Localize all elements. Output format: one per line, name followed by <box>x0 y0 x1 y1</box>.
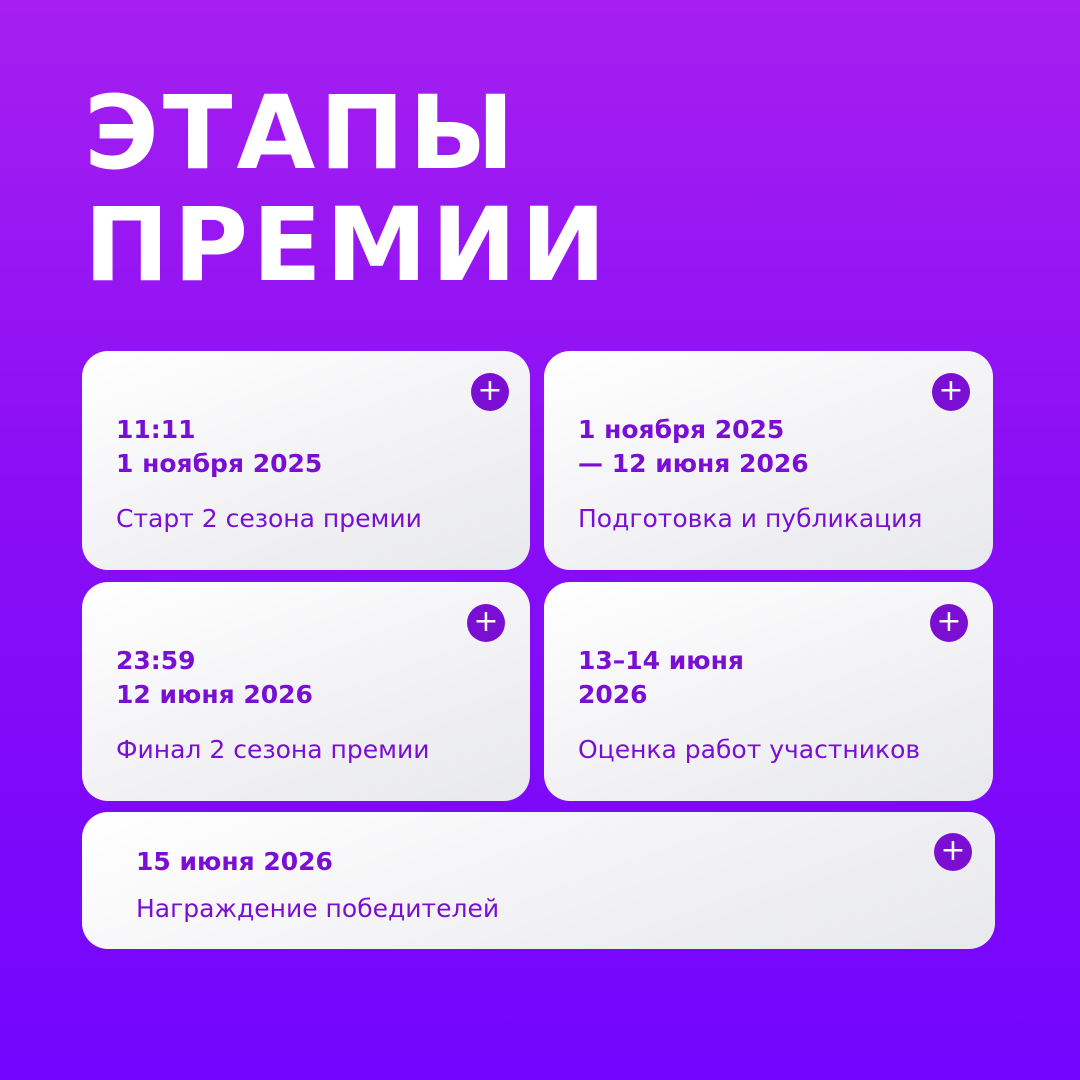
stage-description: Награждение победителей <box>136 894 500 923</box>
stage-description: Подготовка и публикация <box>578 504 923 533</box>
stage-card-3[interactable]: + 23:59 12 июня 2026 Финал 2 сезона прем… <box>82 582 530 801</box>
stage-date: 11:11 1 ноября 2025 <box>116 415 323 478</box>
stage-description: Финал 2 сезона премии <box>116 735 430 764</box>
stage-date: 23:59 12 июня 2026 <box>116 646 313 709</box>
plus-icon[interactable]: + <box>467 604 505 642</box>
plus-icon[interactable]: + <box>471 373 509 411</box>
stage-card-2[interactable]: + 1 ноября 2025 — 12 июня 2026 Подготовк… <box>544 351 993 570</box>
page-title: ЭТАПЫ ПРЕМИИ <box>84 78 610 302</box>
stage-date: 1 ноября 2025 — 12 июня 2026 <box>578 415 809 478</box>
stage-card-1[interactable]: + 11:11 1 ноября 2025 Старт 2 сезона пре… <box>82 351 530 570</box>
title-line-1: ЭТАПЫ <box>84 74 519 193</box>
stage-card-4[interactable]: + 13–14 июня 2026 Оценка работ участнико… <box>544 582 993 801</box>
title-line-2: ПРЕМИИ <box>84 186 611 305</box>
stage-date: 13–14 июня 2026 <box>578 646 744 709</box>
stage-card-5[interactable]: + 15 июня 2026 Награждение победителей <box>82 812 995 949</box>
stage-description: Старт 2 сезона премии <box>116 504 422 533</box>
plus-icon[interactable]: + <box>934 833 972 871</box>
plus-icon[interactable]: + <box>930 604 968 642</box>
stage-date: 15 июня 2026 <box>136 847 333 876</box>
stage-description: Оценка работ участников <box>578 735 921 764</box>
plus-icon[interactable]: + <box>932 373 970 411</box>
